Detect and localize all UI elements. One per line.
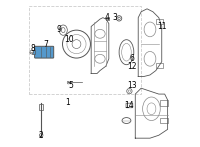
Bar: [29, 6, 141, 94]
Ellipse shape: [122, 118, 131, 123]
Text: 2: 2: [39, 131, 44, 140]
Ellipse shape: [61, 28, 65, 33]
Bar: [156, 63, 163, 68]
Bar: [160, 118, 168, 123]
Bar: [106, 17, 109, 20]
Ellipse shape: [59, 25, 67, 35]
Text: 12: 12: [128, 62, 137, 71]
Circle shape: [67, 82, 70, 84]
FancyBboxPatch shape: [35, 46, 54, 58]
Text: 7: 7: [43, 40, 48, 49]
Text: 6: 6: [130, 54, 135, 63]
Bar: [39, 104, 43, 110]
Bar: [32, 50, 35, 54]
Bar: [160, 100, 168, 106]
Text: 10: 10: [64, 35, 74, 44]
Bar: [156, 19, 163, 24]
Text: 14: 14: [125, 101, 134, 110]
Circle shape: [72, 40, 81, 49]
Text: 3: 3: [112, 13, 117, 22]
Text: 13: 13: [128, 81, 137, 90]
Text: 9: 9: [56, 25, 61, 34]
FancyBboxPatch shape: [126, 103, 133, 108]
Circle shape: [30, 50, 33, 54]
Text: 8: 8: [30, 44, 35, 53]
Text: 11: 11: [157, 22, 166, 31]
Circle shape: [39, 133, 43, 137]
Circle shape: [116, 16, 122, 21]
Circle shape: [63, 30, 90, 58]
Ellipse shape: [119, 40, 134, 65]
Text: 4: 4: [105, 13, 110, 22]
Circle shape: [127, 88, 132, 94]
Text: 1: 1: [65, 98, 70, 107]
Text: 5: 5: [68, 81, 73, 90]
